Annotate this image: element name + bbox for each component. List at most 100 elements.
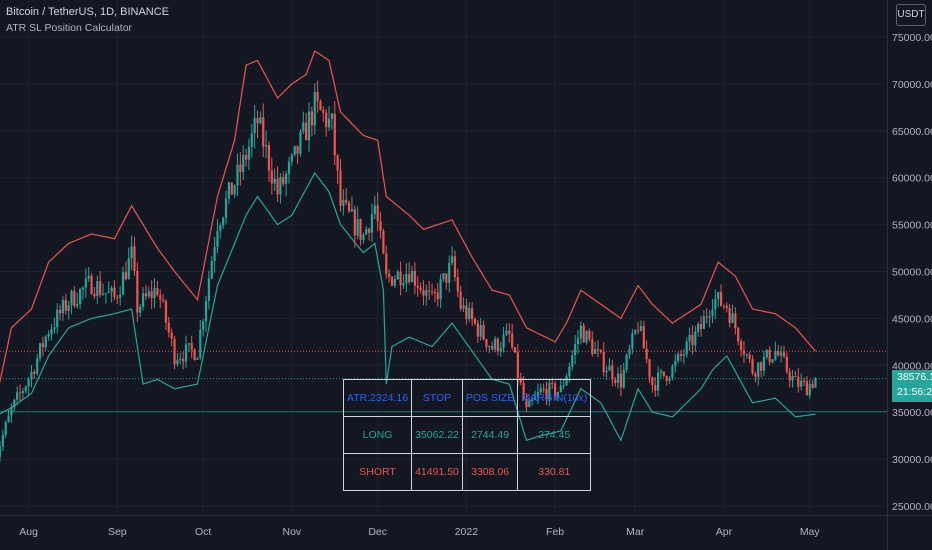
candle [141, 293, 145, 307]
candle [10, 407, 13, 416]
candle [176, 360, 179, 365]
candle [502, 334, 505, 348]
candle [144, 293, 148, 297]
candle [170, 332, 173, 339]
candle [130, 246, 133, 259]
candle [202, 321, 205, 330]
candle [216, 230, 219, 247]
candle [574, 343, 577, 356]
candle [113, 287, 116, 298]
candle [516, 352, 519, 378]
candle [124, 272, 127, 280]
candle [265, 144, 268, 147]
candle [448, 262, 451, 283]
candle [671, 366, 674, 379]
candle [273, 178, 276, 184]
short-stop: 41491.50 [411, 453, 463, 491]
candle [674, 360, 677, 367]
candle [425, 290, 428, 296]
candle [682, 354, 685, 356]
candle [393, 279, 396, 286]
candle [725, 305, 728, 309]
long-stop: 35062.22 [411, 416, 463, 454]
candle [296, 145, 299, 154]
candle [582, 325, 585, 343]
candle [38, 343, 42, 359]
candle [771, 359, 774, 363]
candle [244, 154, 248, 160]
candle [219, 225, 222, 231]
candle [330, 113, 334, 119]
candle [439, 279, 442, 300]
candle [90, 275, 93, 294]
candle [462, 305, 465, 309]
candle [791, 375, 794, 381]
candle [459, 291, 462, 309]
candle [739, 341, 743, 351]
candle [41, 343, 45, 348]
candle [299, 131, 302, 154]
candle [7, 415, 10, 423]
candle [336, 155, 339, 171]
indicator-label[interactable]: ATR SL Position Calculator [6, 22, 133, 34]
candle [708, 316, 711, 318]
candle [368, 228, 371, 233]
x-tick-label: 2022 [455, 526, 479, 538]
candle [224, 198, 228, 218]
candle [665, 376, 668, 381]
candle [496, 338, 499, 352]
candle [602, 351, 605, 373]
long-pos-size: 2744.49 [461, 416, 519, 454]
long-label: LONG [342, 416, 413, 454]
candle [16, 392, 19, 400]
candle [473, 319, 477, 324]
candle [493, 338, 497, 350]
candle [305, 122, 308, 141]
y-tick-label: 45000.00 [892, 313, 932, 325]
candle [127, 258, 130, 280]
x-tick-label: May [800, 526, 821, 538]
candle [408, 273, 411, 283]
position-calculator-table: ATR:2324.16 STOP POS SIZE MARGIN(10x) LO… [342, 379, 592, 491]
candle [614, 379, 617, 383]
candle [153, 288, 156, 298]
long-row: LONG 35062.22 2744.49 274.45 [342, 416, 592, 454]
candle [416, 285, 419, 288]
candle [757, 362, 760, 377]
candle [479, 324, 482, 337]
y-tick-label: 50000.00 [892, 267, 932, 279]
x-tick-label: Feb [546, 526, 564, 538]
candle [121, 272, 125, 295]
x-tick-label: Dec [368, 526, 387, 538]
candle [250, 133, 253, 147]
candle [73, 290, 76, 307]
candle [422, 290, 425, 296]
candle [588, 330, 591, 340]
candle [622, 369, 625, 388]
candle [262, 117, 265, 147]
candle [679, 353, 683, 356]
candle [648, 359, 651, 378]
candle [731, 313, 734, 323]
candle [777, 351, 780, 356]
candle [376, 205, 379, 222]
candle [161, 299, 165, 302]
candle [768, 349, 771, 363]
candle [611, 365, 614, 380]
candle [236, 164, 239, 186]
candle [748, 354, 751, 360]
candle [742, 350, 746, 355]
y-tick-label: 25000.00 [892, 501, 932, 513]
candle [579, 325, 582, 339]
candle [267, 144, 271, 171]
candle [227, 182, 231, 199]
candle [276, 178, 279, 195]
candle [714, 298, 717, 310]
candle [800, 380, 803, 387]
x-tick-label: Mar [626, 526, 645, 538]
candle [81, 287, 85, 290]
candle [150, 291, 153, 298]
currency-button[interactable]: USDT [896, 4, 926, 26]
candle [596, 349, 600, 351]
